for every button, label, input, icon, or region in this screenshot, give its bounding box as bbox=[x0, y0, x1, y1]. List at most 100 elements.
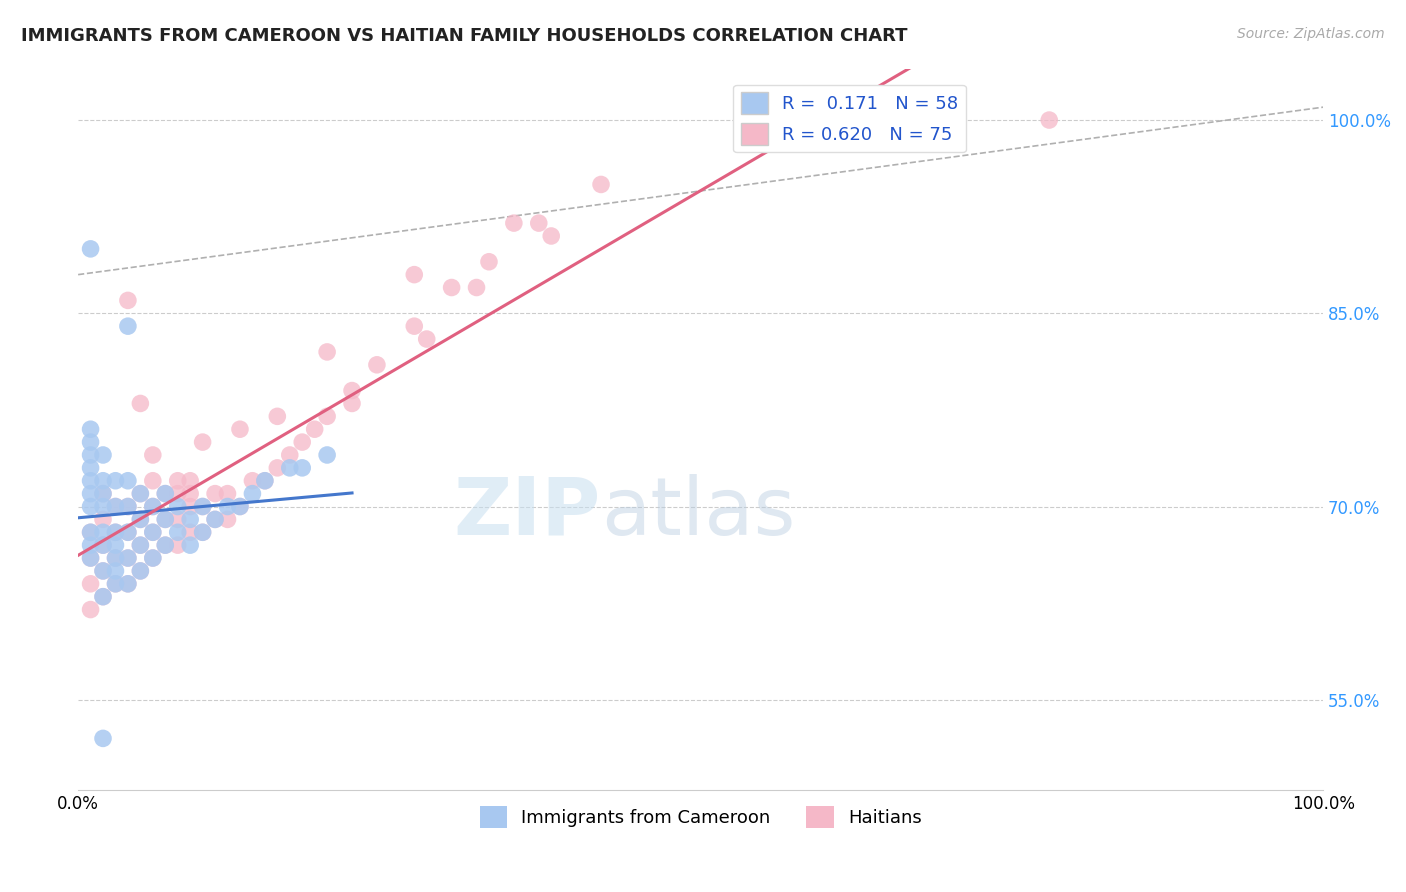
Point bbox=[291, 435, 314, 450]
Point bbox=[104, 576, 127, 591]
Point bbox=[204, 486, 226, 500]
Point bbox=[179, 500, 201, 514]
Point bbox=[789, 126, 811, 140]
Point bbox=[204, 512, 226, 526]
Point bbox=[79, 422, 101, 436]
Point bbox=[217, 486, 239, 500]
Point bbox=[440, 280, 463, 294]
Point bbox=[155, 512, 177, 526]
Point bbox=[91, 538, 114, 552]
Point bbox=[229, 500, 252, 514]
Point bbox=[104, 500, 127, 514]
Point bbox=[266, 461, 288, 475]
Point bbox=[266, 409, 288, 424]
Point bbox=[79, 602, 101, 616]
Point bbox=[316, 409, 339, 424]
Point bbox=[191, 500, 214, 514]
Point bbox=[104, 564, 127, 578]
Point bbox=[104, 474, 127, 488]
Point bbox=[117, 293, 139, 308]
Text: Source: ZipAtlas.com: Source: ZipAtlas.com bbox=[1237, 27, 1385, 41]
Point bbox=[91, 474, 114, 488]
Point bbox=[79, 461, 101, 475]
Point bbox=[79, 576, 101, 591]
Point bbox=[191, 435, 214, 450]
Point bbox=[79, 242, 101, 256]
Point bbox=[155, 538, 177, 552]
Point bbox=[142, 525, 165, 540]
Point bbox=[104, 576, 127, 591]
Point bbox=[527, 216, 550, 230]
Point bbox=[129, 486, 152, 500]
Point bbox=[104, 525, 127, 540]
Point bbox=[404, 319, 426, 334]
Point bbox=[876, 126, 898, 140]
Point bbox=[253, 474, 276, 488]
Point bbox=[366, 358, 388, 372]
Point bbox=[278, 461, 301, 475]
Point bbox=[79, 551, 101, 566]
Point bbox=[129, 512, 152, 526]
Point bbox=[217, 512, 239, 526]
Text: atlas: atlas bbox=[600, 474, 796, 552]
Point bbox=[229, 422, 252, 436]
Point bbox=[79, 448, 101, 462]
Point bbox=[253, 474, 276, 488]
Point bbox=[79, 486, 101, 500]
Point bbox=[91, 538, 114, 552]
Point bbox=[179, 474, 201, 488]
Point bbox=[166, 474, 188, 488]
Point bbox=[117, 500, 139, 514]
Point bbox=[129, 564, 152, 578]
Point bbox=[142, 448, 165, 462]
Point bbox=[191, 525, 214, 540]
Point bbox=[465, 280, 488, 294]
Point bbox=[340, 396, 363, 410]
Point bbox=[104, 525, 127, 540]
Text: ZIP: ZIP bbox=[454, 474, 600, 552]
Point bbox=[316, 345, 339, 359]
Point bbox=[179, 538, 201, 552]
Point bbox=[91, 731, 114, 746]
Point bbox=[91, 486, 114, 500]
Point bbox=[278, 448, 301, 462]
Point bbox=[79, 474, 101, 488]
Point bbox=[229, 500, 252, 514]
Point bbox=[129, 512, 152, 526]
Point bbox=[117, 319, 139, 334]
Point bbox=[91, 525, 114, 540]
Legend: Immigrants from Cameroon, Haitians: Immigrants from Cameroon, Haitians bbox=[472, 798, 929, 835]
Point bbox=[129, 538, 152, 552]
Point bbox=[79, 500, 101, 514]
Point bbox=[117, 474, 139, 488]
Point bbox=[416, 332, 439, 346]
Text: IMMIGRANTS FROM CAMEROON VS HAITIAN FAMILY HOUSEHOLDS CORRELATION CHART: IMMIGRANTS FROM CAMEROON VS HAITIAN FAMI… bbox=[21, 27, 908, 45]
Point bbox=[79, 525, 101, 540]
Point bbox=[117, 576, 139, 591]
Point bbox=[117, 551, 139, 566]
Point bbox=[142, 551, 165, 566]
Point bbox=[104, 551, 127, 566]
Point bbox=[91, 486, 114, 500]
Point bbox=[91, 564, 114, 578]
Point bbox=[340, 384, 363, 398]
Point bbox=[117, 551, 139, 566]
Point bbox=[79, 525, 101, 540]
Point bbox=[179, 525, 201, 540]
Point bbox=[79, 435, 101, 450]
Point bbox=[304, 422, 326, 436]
Point bbox=[79, 538, 101, 552]
Point bbox=[104, 500, 127, 514]
Point bbox=[91, 500, 114, 514]
Point bbox=[204, 512, 226, 526]
Point bbox=[166, 525, 188, 540]
Point bbox=[155, 486, 177, 500]
Point bbox=[502, 216, 524, 230]
Point bbox=[129, 538, 152, 552]
Point bbox=[129, 564, 152, 578]
Point bbox=[589, 178, 612, 192]
Point bbox=[91, 590, 114, 604]
Point bbox=[129, 396, 152, 410]
Point bbox=[242, 486, 264, 500]
Point bbox=[179, 486, 201, 500]
